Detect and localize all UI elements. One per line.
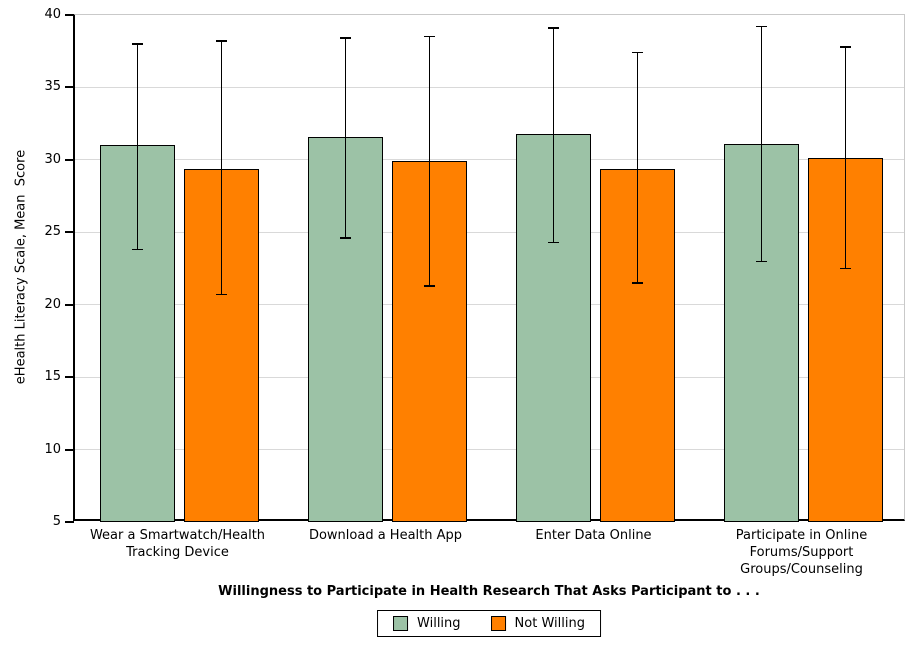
gridline: [75, 376, 904, 378]
error-bar: [552, 28, 555, 243]
error-bar: [136, 43, 139, 250]
gridline: [75, 304, 904, 306]
error-bar-cap: [756, 260, 767, 262]
category-label: Participate in Online Forums/Support Gro…: [735, 528, 868, 577]
category-label: Enter Data Online: [535, 528, 652, 543]
error-bar-cap: [632, 282, 643, 284]
y-tick-label: 40: [44, 7, 61, 22]
error-bar-cap: [132, 248, 143, 251]
error-bar: [844, 46, 847, 269]
error-bar: [760, 26, 763, 262]
error-bar: [428, 36, 431, 286]
error-bar-cap: [216, 293, 227, 296]
error-bar-cap: [632, 51, 643, 54]
error-bar-cap: [216, 40, 227, 42]
error-bar-cap: [840, 267, 851, 270]
category-label: Download a Health App: [308, 528, 463, 543]
legend-item: Willing: [393, 616, 461, 631]
y-tick: [65, 158, 74, 161]
y-tick-label: 25: [44, 224, 61, 240]
bar: [308, 136, 383, 522]
error-bar: [220, 41, 223, 295]
error-bar-cap: [340, 237, 351, 239]
x-axis-title: Willingness to Participate in Health Res…: [218, 584, 760, 599]
y-tick-label: 20: [44, 296, 61, 312]
legend-swatch: [490, 616, 506, 631]
error-bar: [636, 52, 639, 283]
legend-swatch: [393, 616, 409, 631]
error-bar-cap: [132, 43, 143, 45]
error-bar-cap: [424, 35, 435, 38]
y-tick: [65, 231, 74, 234]
y-tick-label: 15: [44, 369, 61, 385]
legend-item: Not Willing: [490, 616, 585, 631]
gridline: [75, 449, 904, 451]
error-bar-cap: [548, 241, 559, 244]
y-tick: [65, 448, 74, 451]
error-bar-cap: [424, 285, 435, 287]
y-tick-label: 10: [44, 441, 61, 457]
y-axis-title: eHealth Literacy Scale, Mean Score: [13, 149, 29, 385]
error-bar-cap: [756, 25, 767, 28]
y-tick: [65, 521, 74, 523]
y-tick: [65, 303, 74, 306]
error-bar-cap: [548, 27, 559, 29]
category-label: Wear a Smartwatch/Health Tracking Device: [89, 528, 266, 560]
gridline: [75, 159, 904, 161]
plot-area: 5 10 15 20 25 30 35 40: [44, 7, 905, 529]
y-tick: [65, 376, 74, 379]
y-tick-label: 35: [44, 79, 61, 95]
y-tick-label: 5: [52, 514, 61, 529]
legend-label: Willing: [417, 616, 461, 631]
error-bar-cap: [840, 46, 851, 48]
y-tick-label: 30: [44, 151, 61, 167]
error-bar-cap: [340, 37, 351, 39]
y-tick: [65, 14, 74, 16]
gridline: [75, 231, 904, 233]
error-bar: [344, 38, 347, 239]
y-tick: [65, 86, 74, 89]
legend-label: Not Willing: [514, 616, 585, 631]
gridline: [75, 86, 904, 88]
legend: Willing Not Willing: [377, 610, 601, 637]
